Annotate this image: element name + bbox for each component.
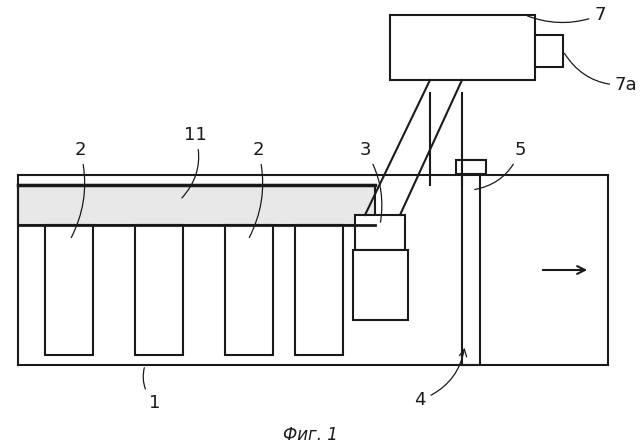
Bar (353, 250, 408, 320)
Text: 2: 2 (250, 141, 264, 238)
Bar (295, 225, 343, 355)
Bar (45, 225, 93, 355)
Bar (225, 225, 273, 355)
Text: 5: 5 (475, 141, 525, 190)
Text: 7: 7 (527, 6, 605, 24)
Text: 4: 4 (414, 349, 467, 409)
Bar (535, 35, 563, 67)
Bar (355, 215, 405, 250)
Bar (462, 160, 480, 365)
Text: 3: 3 (359, 141, 382, 222)
Bar (456, 160, 486, 174)
Text: 2: 2 (71, 141, 86, 238)
Text: 11: 11 (182, 126, 206, 198)
Bar (390, 15, 535, 80)
Text: Фиг. 1: Фиг. 1 (283, 426, 337, 444)
Bar (135, 225, 183, 355)
Text: 1: 1 (143, 368, 161, 412)
Bar (18, 185, 375, 225)
Text: 7a: 7a (564, 53, 637, 94)
